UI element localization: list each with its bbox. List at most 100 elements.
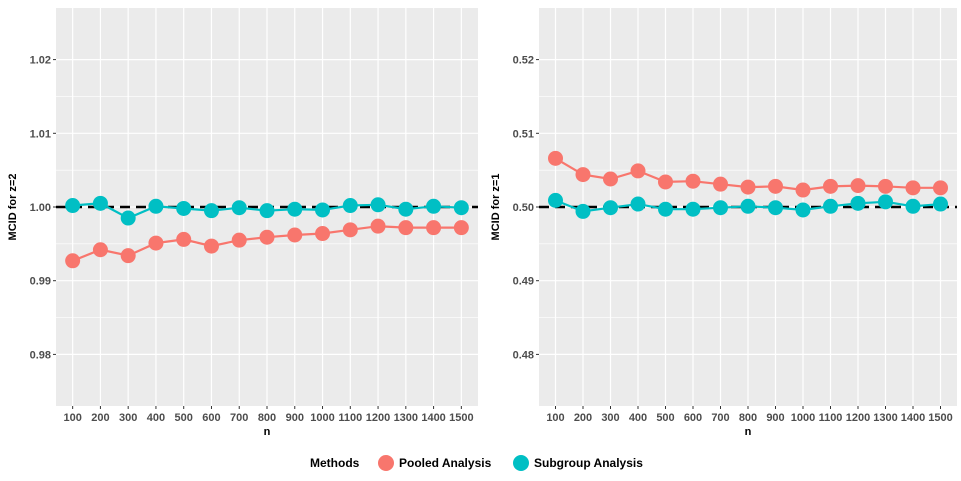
data-point-subgroup-analysis (768, 200, 783, 216)
x-tick-label: 1200 (366, 412, 390, 424)
data-point-pooled-analysis (315, 226, 331, 242)
data-point-subgroup-analysis (148, 198, 164, 214)
data-point-pooled-analysis (231, 232, 247, 248)
y-tick-label: 1.00 (30, 202, 51, 214)
x-tick-label: 1200 (846, 412, 870, 424)
x-tick-label: 700 (230, 412, 248, 424)
data-point-subgroup-analysis (713, 200, 728, 216)
data-point-subgroup-analysis (398, 201, 414, 217)
y-tick-label: 1.01 (30, 128, 51, 140)
legend-title: Methods (310, 456, 360, 470)
data-point-subgroup-analysis (878, 194, 893, 210)
x-tick-label: 1000 (791, 412, 815, 424)
data-point-subgroup-analysis (92, 195, 108, 211)
y-tick-label: 0.99 (30, 276, 51, 288)
y-axis-title: MCID for z=1 (490, 174, 502, 241)
y-tick-label: 0.48 (513, 349, 534, 361)
x-tick-label: 1400 (901, 412, 925, 424)
data-point-subgroup-analysis (823, 198, 838, 214)
data-point-pooled-analysis (768, 178, 783, 194)
x-tick-label: 1100 (819, 412, 843, 424)
data-point-pooled-analysis (850, 178, 866, 194)
data-point-pooled-analysis (630, 163, 646, 179)
data-point-subgroup-analysis (120, 210, 136, 226)
x-tick-label: 1000 (310, 412, 334, 424)
x-axis-title: n (264, 426, 271, 438)
x-tick-label: 700 (711, 412, 729, 424)
x-tick-label: 600 (684, 412, 702, 424)
x-tick-label: 1300 (394, 412, 418, 424)
data-point-subgroup-analysis (203, 203, 219, 219)
data-point-pooled-analysis (823, 178, 838, 194)
legend-key-pooled (378, 455, 394, 471)
legend-key-subgroup (513, 455, 529, 471)
data-point-subgroup-analysis (575, 203, 591, 219)
x-tick-label: 300 (601, 412, 619, 424)
x-tick-label: 200 (574, 412, 592, 424)
data-point-subgroup-analysis (315, 202, 331, 218)
data-point-subgroup-analysis (65, 198, 81, 214)
data-point-subgroup-analysis (850, 195, 866, 211)
y-tick-label: 0.49 (513, 276, 534, 288)
data-point-pooled-analysis (92, 242, 108, 258)
data-point-pooled-analysis (548, 150, 563, 166)
data-point-pooled-analysis (658, 174, 673, 190)
x-tick-label: 100 (546, 412, 564, 424)
data-point-subgroup-analysis (740, 198, 756, 214)
x-tick-label: 400 (147, 412, 165, 424)
data-point-subgroup-analysis (685, 201, 701, 217)
y-tick-label: 1.02 (30, 55, 51, 67)
x-tick-label: 1500 (928, 412, 952, 424)
x-tick-label: 900 (286, 412, 304, 424)
data-point-subgroup-analysis (630, 196, 646, 212)
x-tick-label: 900 (766, 412, 784, 424)
data-point-pooled-analysis (287, 227, 303, 243)
data-point-subgroup-analysis (658, 201, 673, 217)
x-tick-label: 500 (656, 412, 674, 424)
x-tick-label: 200 (91, 412, 109, 424)
y-tick-label: 0.52 (513, 55, 534, 67)
data-point-subgroup-analysis (370, 197, 386, 213)
data-point-subgroup-analysis (603, 200, 618, 216)
x-tick-label: 1500 (449, 412, 473, 424)
data-point-subgroup-analysis (426, 198, 442, 214)
data-point-pooled-analysis (342, 222, 358, 238)
data-point-pooled-analysis (426, 220, 442, 236)
legend: Methods Pooled Analysis Subgroup Analysi… (310, 455, 643, 471)
data-point-pooled-analysis (65, 253, 81, 269)
legend-label-subgroup: Subgroup Analysis (534, 456, 643, 470)
data-point-pooled-analysis (905, 180, 921, 196)
x-tick-label: 1400 (421, 412, 445, 424)
x-tick-label: 400 (629, 412, 647, 424)
data-point-pooled-analysis (148, 235, 164, 251)
data-point-pooled-analysis (259, 229, 275, 245)
data-point-subgroup-analysis (287, 201, 303, 217)
data-point-subgroup-analysis (795, 202, 811, 218)
data-point-subgroup-analysis (905, 198, 921, 214)
y-tick-label: 0.51 (513, 128, 534, 140)
data-point-subgroup-analysis (548, 192, 563, 208)
x-axis-title: n (745, 426, 752, 438)
x-tick-label: 800 (739, 412, 757, 424)
data-point-pooled-analysis (453, 220, 469, 236)
data-point-pooled-analysis (933, 180, 948, 196)
data-point-pooled-analysis (795, 182, 811, 198)
data-point-pooled-analysis (740, 179, 756, 195)
data-point-pooled-analysis (370, 218, 386, 234)
x-tick-label: 1100 (338, 412, 362, 424)
data-point-subgroup-analysis (259, 203, 275, 219)
y-tick-label: 0.50 (513, 202, 534, 214)
data-point-pooled-analysis (203, 238, 219, 254)
x-tick-label: 300 (119, 412, 137, 424)
right-panel: 0.48 0.49 0.50 0.51 0.52 100 200 300 400 500 600 70… (490, 8, 957, 438)
data-point-pooled-analysis (398, 220, 414, 236)
x-tick-label: 100 (63, 412, 81, 424)
x-tick-label: 500 (175, 412, 193, 424)
x-tick-label: 600 (202, 412, 220, 424)
data-point-pooled-analysis (176, 231, 192, 247)
left-panel: 0.98 0.99 1.00 1.01 1.02 100 200 300 400 500 600 70… (7, 8, 478, 438)
y-axis-title: MCID for z=2 (7, 174, 19, 241)
legend-label-pooled: Pooled Analysis (399, 456, 492, 470)
data-point-pooled-analysis (685, 173, 701, 189)
